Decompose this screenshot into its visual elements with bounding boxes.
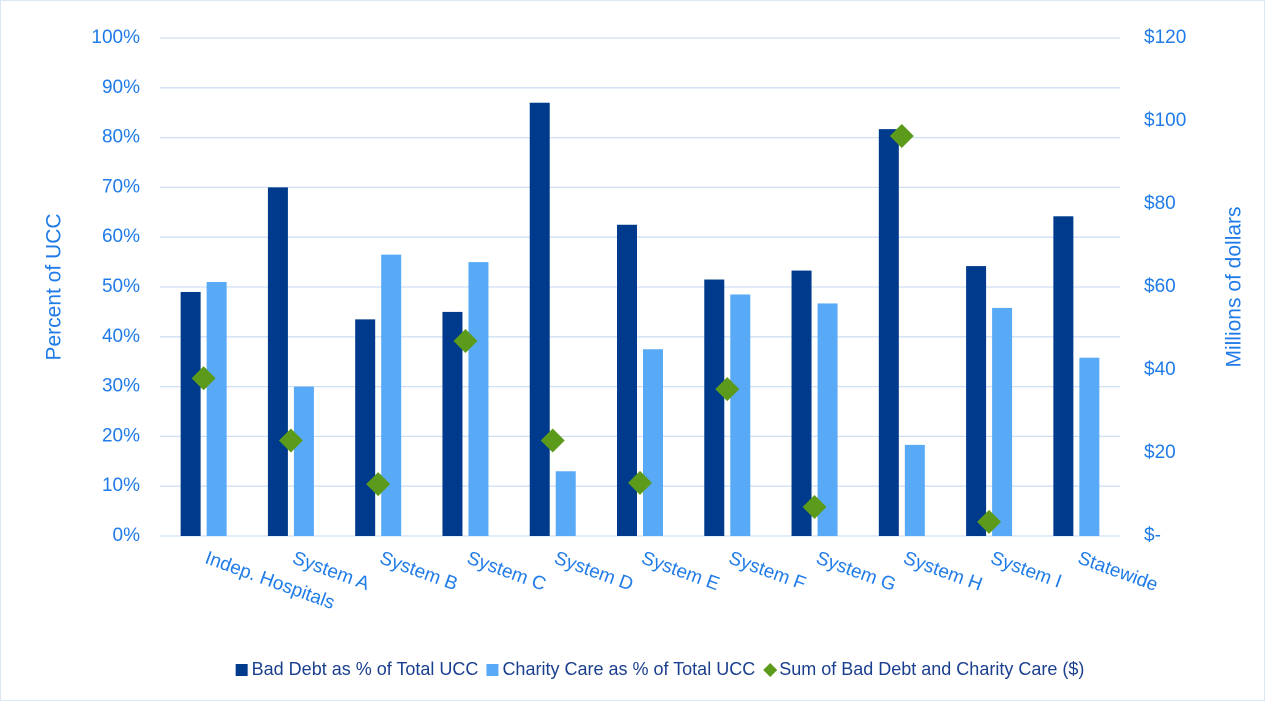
- x-tick-label: System F: [726, 548, 809, 595]
- bar: [992, 307, 1013, 536]
- bar: [267, 187, 288, 536]
- bar: [355, 319, 376, 536]
- legend-swatch: [486, 664, 499, 676]
- x-tick-label: System D: [551, 548, 636, 596]
- legend-swatch: [235, 664, 248, 676]
- bar: [206, 282, 227, 536]
- bar: [1079, 357, 1100, 536]
- y2-tick-label: $100: [1144, 110, 1186, 131]
- x-tick-label: System G: [813, 548, 899, 596]
- x-tick-label: System C: [464, 548, 549, 596]
- bar: [966, 266, 987, 536]
- y-tick-label: 10%: [102, 475, 140, 496]
- marker: [366, 472, 391, 497]
- bar: [817, 303, 838, 536]
- marker: [977, 509, 1002, 534]
- legend-item: Bad Debt as % of Total UCC: [235, 659, 479, 679]
- legend-label: Bad Debt as % of Total UCC: [252, 659, 479, 679]
- marker: [278, 428, 303, 453]
- bar: [643, 349, 663, 536]
- marker: [802, 494, 827, 519]
- bar: [791, 270, 812, 536]
- bar: [468, 262, 489, 536]
- marker: [540, 428, 565, 453]
- marker: [889, 123, 914, 148]
- y2-tick-label: $20: [1144, 442, 1176, 463]
- y2-axis-title: Millions of dollars: [1223, 206, 1246, 367]
- legend-item: Sum of Bad Debt and Charity Care ($): [763, 659, 1084, 679]
- x-tick-label: System I: [988, 548, 1065, 593]
- y-tick-label: 60%: [102, 226, 140, 247]
- bar: [180, 291, 201, 536]
- bar: [442, 311, 463, 536]
- y-tick-label: 70%: [102, 176, 140, 197]
- x-tick-label: System H: [900, 548, 985, 596]
- x-tick-label: Statewide: [1075, 548, 1161, 596]
- bar: [617, 224, 637, 536]
- y-tick-label: 90%: [102, 77, 140, 98]
- legend-label: Sum of Bad Debt and Charity Care ($): [779, 659, 1084, 679]
- y-tick-label: 80%: [102, 127, 140, 148]
- y-tick-label: 20%: [102, 425, 140, 446]
- y-tick-label: 40%: [102, 326, 140, 347]
- bar: [730, 294, 751, 536]
- bar: [381, 254, 402, 536]
- y2-tick-label: $120: [1144, 27, 1186, 48]
- legend: Bad Debt as % of Total UCC Charity Care a…: [235, 659, 1084, 679]
- legend-item: Charity Care as % of Total UCC: [486, 659, 755, 679]
- y-tick-label: 30%: [102, 376, 140, 397]
- y-tick-label: 100%: [91, 27, 140, 48]
- bar: [1053, 216, 1074, 536]
- x-tick-label: System E: [639, 548, 723, 596]
- bar: [293, 386, 314, 536]
- marker: [453, 328, 478, 353]
- y2-tick-label: $40: [1144, 359, 1176, 380]
- y-axis-title: Percent of UCC: [43, 213, 66, 360]
- bar: [878, 129, 899, 536]
- y-tick-label: 0%: [113, 525, 141, 546]
- y2-tick-label: $80: [1144, 193, 1176, 214]
- bar: [529, 102, 550, 537]
- legend-swatch: [763, 663, 778, 677]
- y2-tick-label: $-: [1144, 525, 1161, 546]
- bar: [555, 471, 576, 536]
- x-tick-label: System B: [377, 548, 461, 596]
- y-tick-label: 50%: [102, 276, 140, 297]
- marker: [628, 470, 652, 495]
- bar: [904, 444, 925, 536]
- bar: [704, 279, 725, 536]
- marker: [715, 377, 740, 402]
- marker: [191, 366, 216, 391]
- legend-label: Charity Care as % of Total UCC: [502, 659, 755, 679]
- y2-tick-label: $60: [1144, 276, 1176, 297]
